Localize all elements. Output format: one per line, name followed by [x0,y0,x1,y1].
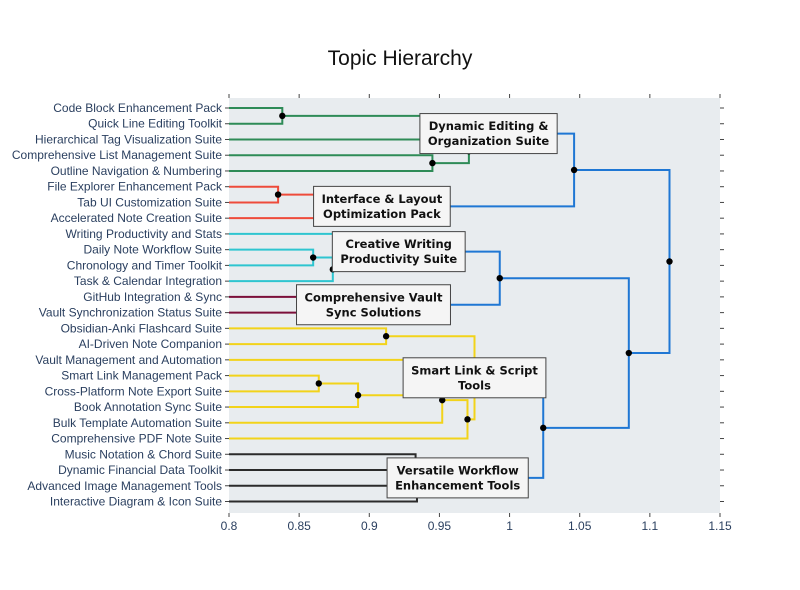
chart-title: Topic Hierarchy [328,47,473,70]
cluster-label-box [419,113,558,155]
cluster-label-text: Productivity Suite [340,252,457,266]
leaf-label: Bulk Template Automation Suite [53,416,223,430]
leaf-label: Hierarchical Tag Visualization Suite [35,132,222,146]
cluster-label-text: Versatile Workflow [397,463,519,477]
cluster-label-text: Comprehensive Vault [305,290,443,304]
leaf-labels: Code Block Enhancement Pack Quick Line Ed… [12,101,223,509]
leaf-label: Smart Link Management Pack [61,369,223,383]
merge-node [309,254,317,261]
leaf-label: Advanced Image Management Tools [27,479,222,493]
leaf-label: Writing Productivity and Stats [65,227,222,241]
cluster-label-text: Enhancement Tools [395,478,520,492]
cluster-label-text: Optimization Pack [323,207,441,221]
cluster-label-text: Creative Writing [346,237,452,251]
merge-node [274,191,282,198]
leaf-label: Vault Management and Automation [35,353,222,367]
cluster-label-box [386,457,529,499]
axis-ticks [225,94,724,517]
leaf-label: Comprehensive PDF Note Suite [51,432,222,446]
cluster-label-text: Dynamic Editing & [429,119,549,133]
cluster-label-box [402,357,547,399]
cluster-label-box [296,284,451,326]
leaf-label: Tab UI Customization Suite [77,195,222,209]
merge-node [570,166,578,174]
leaf-label: Music Notation & Chord Suite [65,447,223,461]
leaf-label: Quick Line Editing Toolkit [88,117,223,131]
leaf-label: File Explorer Enhancement Pack [47,180,223,194]
merge-node [354,392,362,399]
merge-node [382,333,390,340]
leaf-label: AI-Driven Note Companion [79,337,222,351]
leaf-label: Obsidian-Anki Flashcard Suite [61,321,223,335]
leaf-label: Code Block Enhancement Pack [53,101,223,115]
x-tick-label: 1.05 [568,519,592,533]
x-axis: 0.8 0.85 0.9 0.95 1 1.05 1.1 1.15 [221,519,732,533]
cluster-label-text: Organization Suite [428,134,549,148]
merge-node [429,159,436,167]
cluster-label-text: Sync Solutions [326,305,422,319]
cluster-label-text: Interface & Layout [322,192,443,206]
leaf-label: Task & Calendar Integration [74,274,222,288]
x-tick-label: 0.95 [428,519,452,533]
leaf-label: GitHub Integration & Sync [83,290,222,304]
merge-node [496,274,503,282]
x-tick-label: 1 [506,519,513,533]
leaf-label: Book Annotation Sync Suite [74,400,222,414]
x-tick-label: 0.9 [361,519,378,533]
leaf-label: Outline Navigation & Numbering [51,164,222,178]
cluster-label-text: Tools [458,378,491,392]
merge-node [315,380,322,387]
leaf-label: Dynamic Financial Data Toolkit [58,463,223,477]
leaf-label: Vault Synchronization Status Suite [39,306,223,320]
leaf-label: Accelerated Note Creation Suite [51,211,223,225]
leaf-label: Cross-Platform Note Export Suite [45,384,223,398]
merge-node [540,424,547,432]
merge-node [464,416,471,423]
x-tick-label: 1.1 [642,519,659,533]
x-tick-label: 1.15 [708,519,732,533]
merge-node [625,349,633,357]
merge-node [439,396,446,404]
leaf-label: Daily Note Workflow Suite [84,243,223,257]
cluster-label: Dynamic Editing &Organization Suite [419,113,558,155]
cluster-label-text: Smart Link & Script [411,363,538,377]
x-tick-label: 0.8 [221,519,238,533]
merge-node [279,112,286,120]
cluster-label-box [313,185,451,227]
cluster-label-box [331,231,466,273]
x-tick-label: 0.85 [287,519,311,533]
leaf-label: Comprehensive List Management Suite [12,148,222,162]
cluster-labels: Dynamic Editing &Organization Suite Inter… [296,113,558,499]
merge-node [666,258,673,265]
leaf-label: Interactive Diagram & Icon Suite [50,495,222,509]
leaf-label: Chronology and Timer Toolkit [67,258,223,272]
